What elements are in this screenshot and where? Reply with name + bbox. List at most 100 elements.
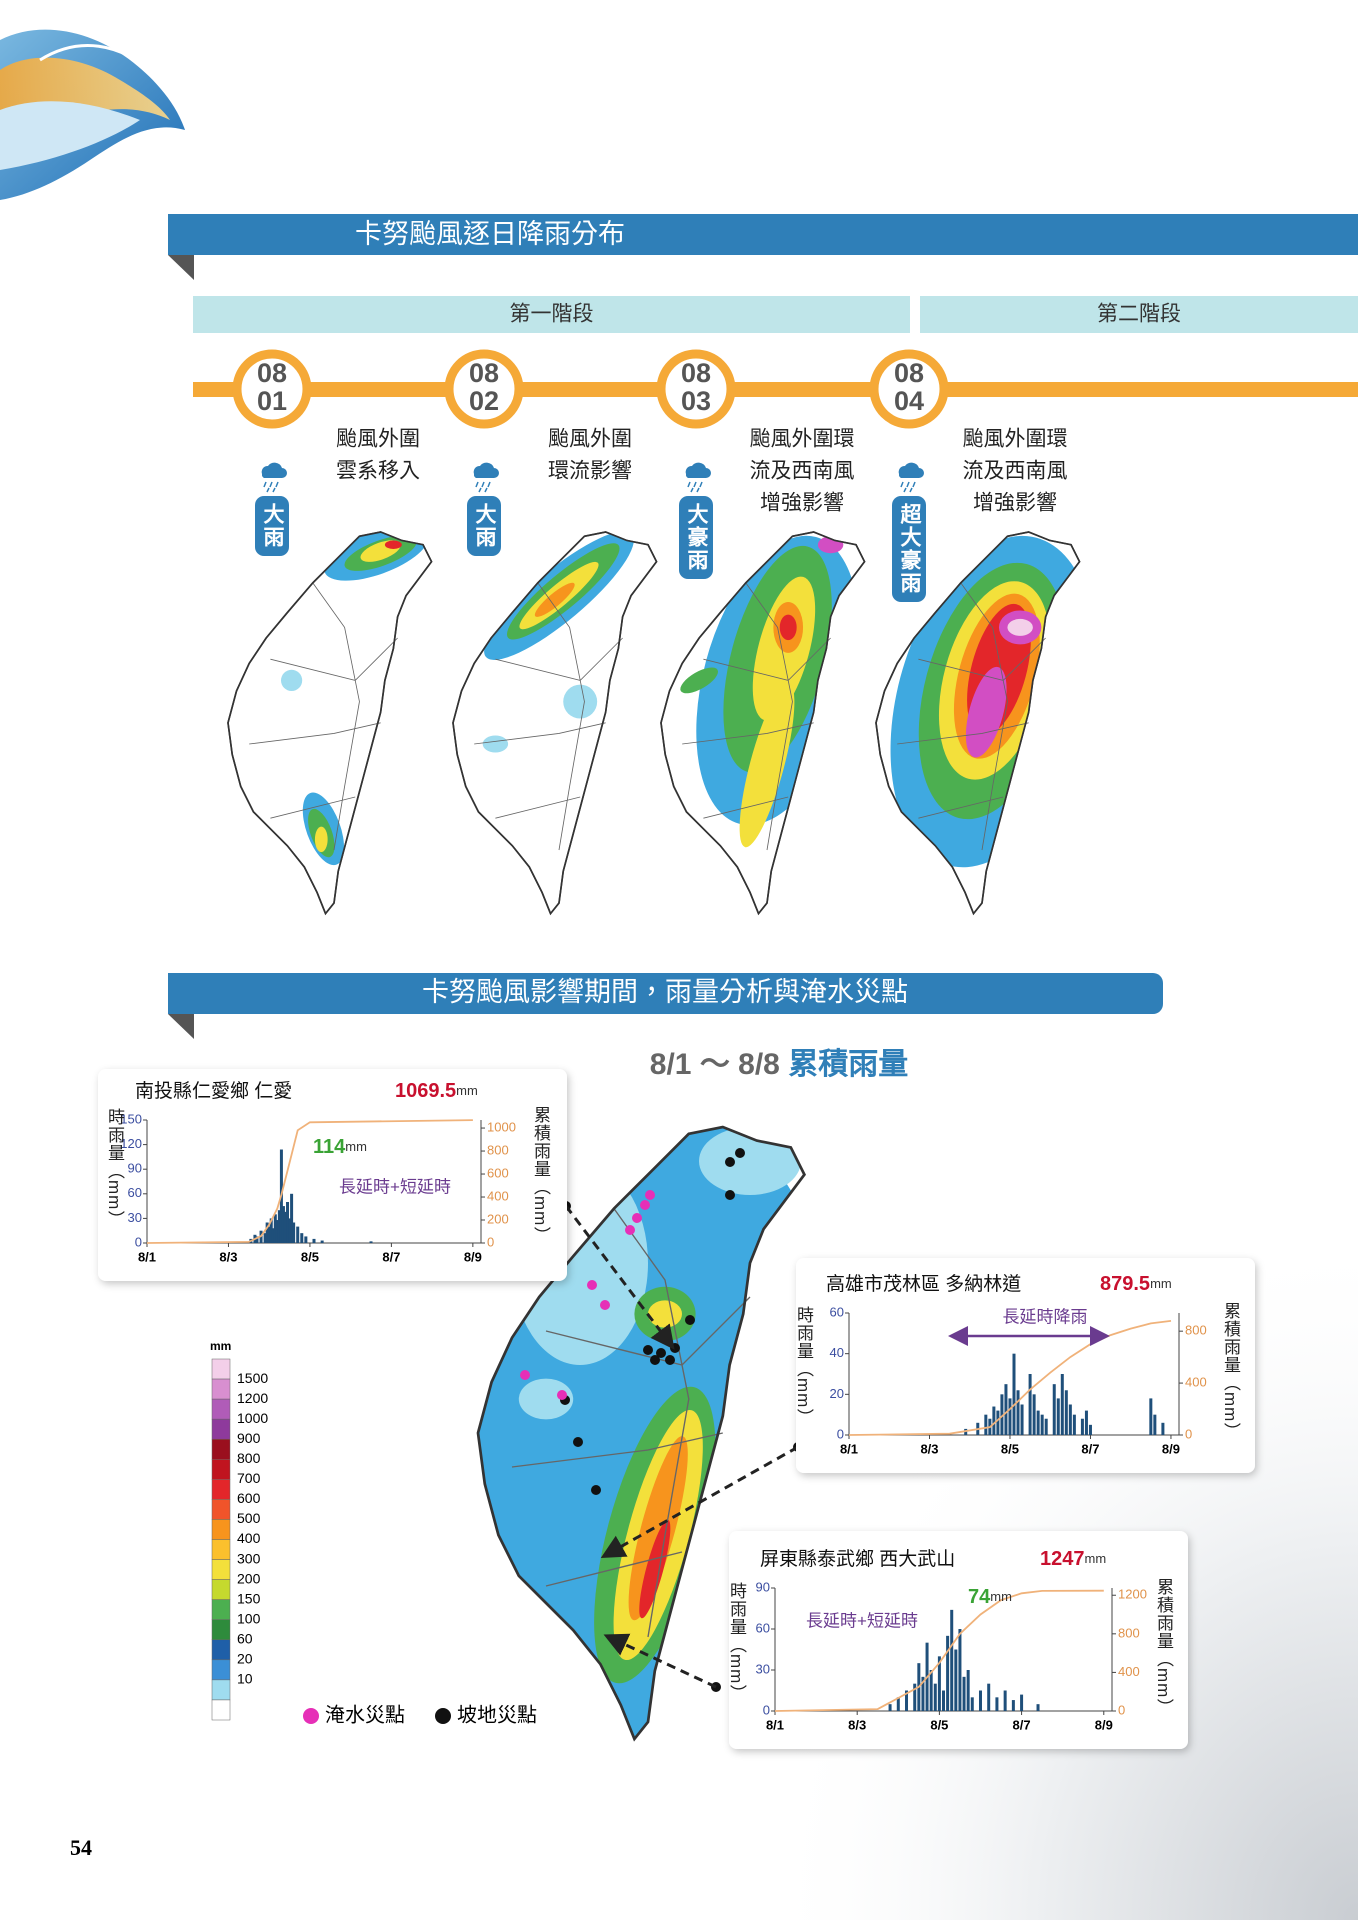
rain-bar xyxy=(283,1211,287,1243)
rain-area xyxy=(518,1378,574,1420)
legend-level: 400 xyxy=(237,1530,261,1546)
legend-swatch xyxy=(211,1459,231,1480)
legend-swatch xyxy=(211,1499,231,1520)
rain-bar xyxy=(1084,1410,1088,1435)
island-outline xyxy=(452,531,658,916)
landslide-point xyxy=(725,1190,735,1200)
rain-bar xyxy=(954,1649,958,1711)
x-tick-label: 8/7 xyxy=(1013,1717,1031,1732)
y-tick-label: 30 xyxy=(756,1661,770,1676)
y2-tick-label: 0 xyxy=(1185,1426,1192,1441)
rain-bar xyxy=(962,1676,966,1711)
marker-legend-symbol xyxy=(435,1708,451,1724)
y-axis-label: 時雨量（mm） xyxy=(727,1582,746,1703)
cloud xyxy=(473,462,499,478)
rain-bar xyxy=(265,1222,269,1243)
rain-area xyxy=(639,1519,671,1619)
rain-bar xyxy=(1020,1694,1024,1711)
y-tick-label: 90 xyxy=(128,1161,142,1176)
day-description: 流及西南風 xyxy=(750,460,855,483)
rain-area xyxy=(563,684,598,719)
day-description: 環流影響 xyxy=(548,460,632,483)
date-month: 08 xyxy=(257,358,287,388)
phase-bar xyxy=(920,296,1358,333)
x-tick-label: 8/1 xyxy=(138,1249,156,1264)
rain-map xyxy=(875,531,1081,916)
island-outline xyxy=(476,1125,806,1742)
rain-bar xyxy=(300,1233,304,1243)
legend-swatch xyxy=(211,1378,231,1400)
y-tick-label: 60 xyxy=(756,1620,770,1635)
cumulative-line xyxy=(146,1119,473,1244)
x-tick-label: 8/5 xyxy=(301,1249,319,1264)
cumulative-line xyxy=(774,1589,1104,1712)
flood-point xyxy=(625,1225,635,1235)
landslide-point xyxy=(665,1355,675,1365)
y2-tick-label: 800 xyxy=(1185,1323,1207,1338)
leader-arrow xyxy=(603,1633,717,1689)
day-description: 增強影響 xyxy=(760,492,844,515)
landslide-point xyxy=(725,1157,735,1167)
marker-legend-label: 坡地災點 xyxy=(457,1703,537,1726)
rain-bar xyxy=(271,1228,275,1243)
y2-tick-label: 800 xyxy=(487,1142,509,1157)
peak-label: 74mm xyxy=(968,1586,1012,1608)
x-tick-label: 8/3 xyxy=(920,1441,938,1456)
legend-level: 150 xyxy=(237,1590,261,1606)
rain-bar xyxy=(905,1690,909,1711)
date-circle xyxy=(444,349,524,429)
legend-level: 100 xyxy=(237,1610,261,1626)
rain-area xyxy=(534,582,575,617)
rain-bar xyxy=(987,1683,991,1711)
county-lines xyxy=(249,582,398,851)
total-value: 879.5 xyxy=(1100,1273,1150,1295)
rain-bar xyxy=(1012,1353,1016,1435)
rain-bar xyxy=(1080,1418,1084,1435)
total-value: 1069.5 xyxy=(395,1080,456,1102)
day-description: 颱風外圍 xyxy=(548,428,632,451)
phase-label: 第二階段 xyxy=(1097,303,1181,326)
legend-level: 1000 xyxy=(237,1410,268,1426)
date-day: 01 xyxy=(257,386,287,416)
date-month: 08 xyxy=(894,358,924,388)
y-tick-label: 0 xyxy=(837,1426,844,1441)
legend-swatch xyxy=(211,1539,231,1560)
date-month: 08 xyxy=(469,358,499,388)
rain-area xyxy=(680,667,719,694)
section-title: 卡努颱風影響期間，雨量分析與淹水災點 xyxy=(422,977,908,1007)
x-tick-label: 8/5 xyxy=(930,1717,948,1732)
y2-tick-label: 800 xyxy=(1118,1625,1140,1640)
total-unit: mm xyxy=(456,1083,478,1098)
date-month: 08 xyxy=(681,358,711,388)
rain-area xyxy=(482,735,509,753)
rain-area xyxy=(779,614,797,641)
rain-bar xyxy=(996,1410,1000,1435)
header-corner xyxy=(168,255,194,280)
rain-bar xyxy=(1032,1394,1036,1435)
rain-area xyxy=(739,683,795,848)
y2-axis-label: 累積雨量（mm） xyxy=(1154,1578,1173,1717)
rain-bar xyxy=(896,1697,900,1711)
legend-swatch xyxy=(211,1398,231,1420)
rain-bar xyxy=(312,1238,316,1243)
rain-area xyxy=(384,540,402,549)
rain-type-annotation: 長延時降雨 xyxy=(1003,1307,1088,1326)
peak-unit: mm xyxy=(990,1589,1012,1604)
day-description: 流及西南風 xyxy=(963,460,1068,483)
county-lines xyxy=(511,1208,751,1638)
y-tick-label: 60 xyxy=(128,1185,142,1200)
rain-bar xyxy=(1004,1384,1008,1435)
y-tick-label: 0 xyxy=(135,1234,142,1249)
rain-bar xyxy=(978,1690,982,1711)
rain-drops xyxy=(687,481,703,493)
rain-badge: 大雨 xyxy=(255,496,289,556)
rain-bar xyxy=(950,1609,954,1711)
rain-icon xyxy=(473,462,499,493)
date-circle xyxy=(869,349,949,429)
island-outline xyxy=(875,531,1081,916)
y2-tick-label: 0 xyxy=(487,1234,494,1249)
section-title: 卡努颱風逐日降雨分布 xyxy=(355,219,625,249)
y2-tick-label: 400 xyxy=(487,1188,509,1203)
